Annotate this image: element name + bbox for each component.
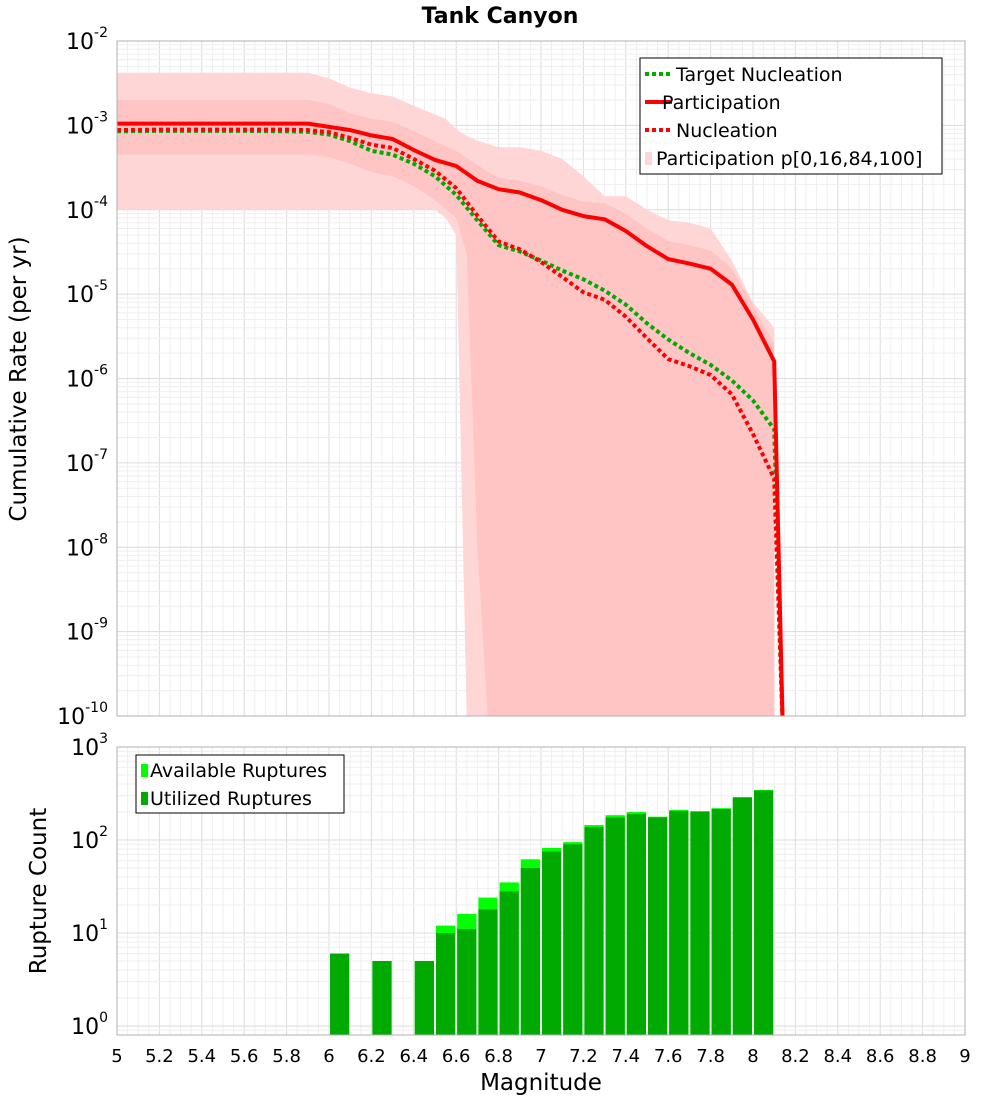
x-tick-label: 5.6 — [230, 1046, 259, 1067]
nucleation-line — [117, 127, 785, 716]
rupture-y-axis-title: Rupture Count — [26, 808, 52, 974]
utilized-ruptures-bar — [605, 817, 625, 1035]
x-tick-label: 5.4 — [187, 1046, 216, 1067]
y-tick-label: 10-3 — [66, 109, 108, 139]
rupture-plot-area — [330, 790, 774, 1035]
rate-legend-label: Participation p[0,16,84,100] — [656, 148, 922, 170]
x-tick-label: 8.6 — [866, 1046, 895, 1067]
utilized-ruptures-bar — [457, 929, 477, 1035]
rupture-plot-frame — [116, 746, 966, 1036]
rate-plot-frame — [116, 40, 966, 717]
utilized-ruptures-bar — [754, 790, 774, 1035]
x-tick-label: 7.6 — [654, 1046, 683, 1067]
x-tick-label: 5.8 — [272, 1046, 301, 1067]
utilized-ruptures-bar — [372, 961, 392, 1035]
utilized-ruptures-bar — [478, 909, 498, 1035]
rate-panel: 10-10 10-9 10-8 10-7 10-6 10-5 10-4 10-3 10-2 Tan… — [6, 4, 966, 730]
y-tick-label: 10-9 — [66, 616, 108, 646]
x-tick-label: 7 — [535, 1046, 546, 1067]
y-tick-label: 10-2 — [66, 25, 108, 55]
legend-swatch-bar — [141, 764, 148, 777]
x-tick-label: 9 — [959, 1046, 970, 1067]
rupture-legend-label: Utilized Ruptures — [150, 788, 312, 810]
rate-legend-label: Nucleation — [676, 120, 778, 142]
x-tick-label: 7.4 — [611, 1046, 640, 1067]
utilized-ruptures-bar — [330, 953, 350, 1035]
utilized-ruptures-bar — [520, 868, 540, 1035]
x-tick-label: 8 — [747, 1046, 758, 1067]
rupture-legend: Available Ruptures Utilized Ruptures — [135, 754, 345, 814]
legend-swatch-band — [645, 152, 652, 165]
y-tick-label: 100 — [71, 1010, 108, 1040]
x-axis-title: Magnitude — [480, 1070, 602, 1096]
x-tick-label: 6.4 — [399, 1046, 428, 1067]
utilized-ruptures-bar — [436, 933, 456, 1035]
utilized-ruptures-bar — [414, 961, 434, 1035]
x-tick-label: 7.2 — [569, 1046, 598, 1067]
y-tick-label: 10-4 — [66, 194, 108, 224]
y-tick-label: 10-8 — [66, 531, 108, 561]
rupture-legend-label: Available Ruptures — [150, 760, 327, 782]
x-tick-label: 5 — [111, 1046, 122, 1067]
x-tick-label: 6.8 — [484, 1046, 513, 1067]
x-tick-label: 8.8 — [908, 1046, 937, 1067]
x-tick-label: 6.2 — [357, 1046, 386, 1067]
utilized-ruptures-bar — [648, 817, 668, 1035]
y-tick-label: 102 — [71, 824, 108, 854]
chart-title: Tank Canyon — [422, 4, 579, 29]
x-tick-label: 6.6 — [442, 1046, 471, 1067]
rate-plot-area — [117, 72, 785, 716]
utilized-ruptures-bar — [499, 891, 519, 1035]
y-tick-label: 103 — [71, 731, 108, 761]
rate-legend-box — [639, 57, 943, 175]
utilized-ruptures-bar — [711, 809, 731, 1035]
y-tick-label: 101 — [71, 917, 108, 947]
rupture-legend-box — [135, 754, 345, 814]
y-tick-label: 10-5 — [66, 278, 108, 308]
rate-y-axis-title: Cumulative Rate (per yr) — [6, 236, 32, 521]
x-tick-label: 7.8 — [696, 1046, 725, 1067]
utilized-ruptures-bar — [732, 797, 752, 1035]
x-tick-label: 8.2 — [781, 1046, 810, 1067]
x-tick-label: 5.2 — [145, 1046, 174, 1067]
legend-swatch-bar — [141, 792, 148, 805]
utilized-ruptures-bar — [563, 844, 583, 1035]
utilized-ruptures-bar — [690, 812, 710, 1035]
utilized-ruptures-bar — [542, 851, 562, 1035]
utilized-ruptures-bar — [669, 811, 689, 1035]
rupture-count-panel: 100 101 102 103 5 5.2 5.4 5.6 5.8 6 6.2 6.4 6.6 6.8 7 7… — [26, 731, 971, 1096]
participation-band-p16-84 — [117, 100, 775, 716]
rate-legend-label: Participation — [662, 92, 781, 114]
y-tick-label: 10-7 — [66, 447, 108, 477]
x-tick-label: 6 — [323, 1046, 334, 1067]
y-tick-label: 10-6 — [66, 363, 108, 393]
rate-legend: Target Nucleation Participation Nucleation… — [639, 57, 943, 175]
rate-legend-label: Target Nucleation — [675, 64, 843, 86]
utilized-ruptures-bar — [626, 814, 646, 1035]
x-tick-label: 8.4 — [823, 1046, 852, 1067]
y-tick-label: 10-10 — [57, 700, 108, 730]
participation-line — [117, 121, 785, 716]
utilized-ruptures-bar — [584, 827, 604, 1035]
